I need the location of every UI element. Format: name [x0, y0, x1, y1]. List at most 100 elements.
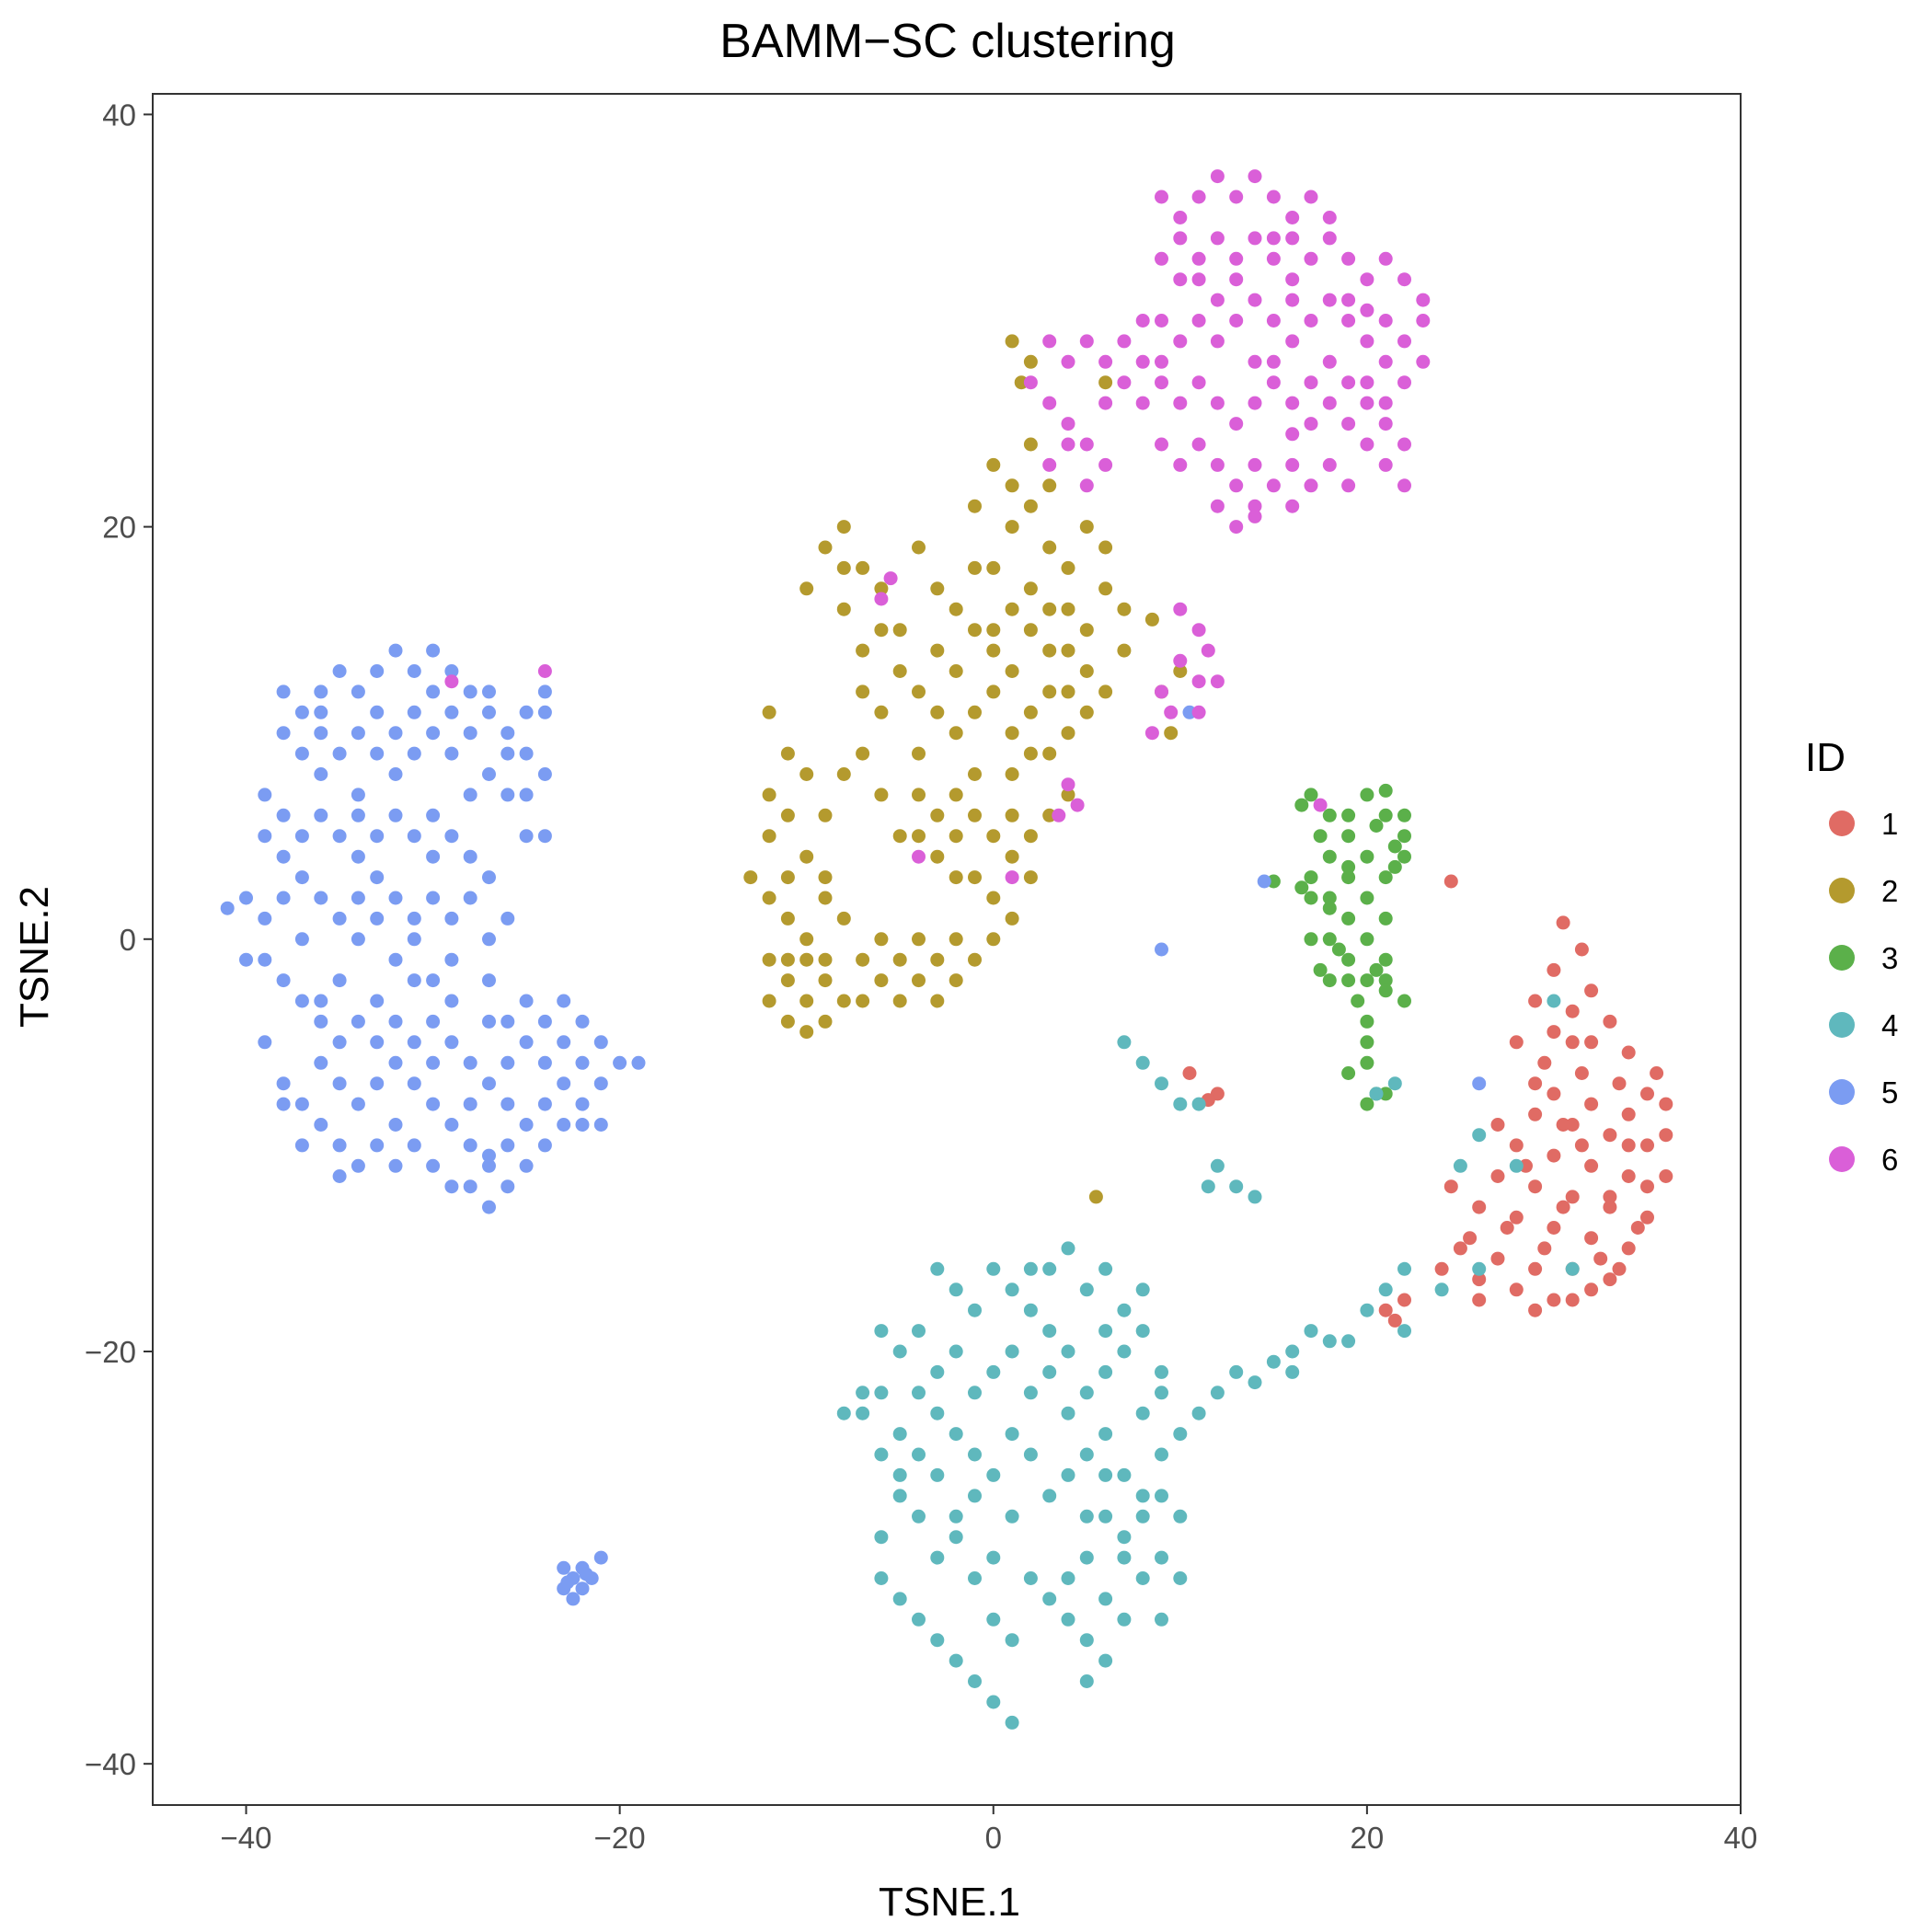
- legend-label-3: 3: [1881, 941, 1898, 975]
- x-axis: −40 −20 0 20 40: [221, 1805, 1757, 1855]
- point-id4: [1042, 1592, 1057, 1606]
- point-id2: [1005, 849, 1019, 864]
- point-id4: [892, 1427, 907, 1442]
- legend-label-4: 4: [1881, 1008, 1898, 1042]
- point-id5: [593, 1076, 608, 1091]
- point-id5: [370, 1138, 385, 1153]
- point-id3: [1360, 932, 1374, 947]
- point-id5: [314, 726, 328, 741]
- point-id4: [968, 1489, 982, 1503]
- point-id1: [1509, 1282, 1524, 1297]
- point-id4: [1098, 1467, 1113, 1482]
- point-id2: [1144, 612, 1159, 627]
- point-id5: [332, 973, 347, 988]
- point-id4: [856, 1406, 870, 1420]
- point-id2: [1005, 767, 1019, 781]
- point-id4: [1005, 1633, 1019, 1648]
- point-id2: [874, 932, 889, 947]
- point-id5: [351, 1014, 365, 1029]
- point-id5: [444, 664, 459, 678]
- point-id6: [1201, 643, 1215, 658]
- point-id5: [294, 1138, 309, 1153]
- point-id4: [1341, 1334, 1356, 1349]
- point-id3: [1341, 952, 1356, 967]
- point-id2: [930, 705, 945, 719]
- point-id2: [1061, 560, 1075, 575]
- legend-label-6: 6: [1881, 1143, 1898, 1177]
- point-id6: [1210, 334, 1225, 349]
- point-id3: [1397, 808, 1411, 822]
- point-id2: [799, 994, 814, 1008]
- point-id5: [1472, 1076, 1487, 1091]
- point-id2: [986, 932, 1001, 947]
- point-id5: [388, 952, 403, 967]
- point-id3: [1387, 859, 1402, 874]
- point-id6: [1079, 437, 1094, 452]
- point-id1: [1565, 1190, 1580, 1204]
- point-id2: [912, 973, 926, 988]
- point-id5: [258, 788, 272, 802]
- point-id6: [1135, 396, 1150, 410]
- point-id5: [426, 891, 441, 905]
- point-id4: [1135, 1055, 1150, 1070]
- point-id2: [949, 664, 963, 678]
- point-id2: [1005, 664, 1019, 678]
- point-id4: [1117, 1344, 1132, 1359]
- point-id4: [949, 1282, 963, 1297]
- point-id6: [1229, 417, 1244, 431]
- point-id6: [1229, 520, 1244, 535]
- point-id5: [276, 849, 291, 864]
- point-id2: [912, 829, 926, 844]
- point-id3: [1360, 1014, 1374, 1029]
- point-id4: [1547, 994, 1561, 1008]
- point-id6: [1285, 211, 1300, 224]
- point-id5: [557, 1076, 571, 1091]
- point-id4: [1201, 1179, 1215, 1194]
- point-id5: [500, 788, 515, 802]
- point-id5: [482, 1014, 496, 1029]
- point-id2: [986, 457, 1001, 472]
- point-id5: [537, 1138, 552, 1153]
- point-id4: [1472, 1261, 1487, 1276]
- point-id1: [1509, 1035, 1524, 1050]
- point-id5: [407, 932, 421, 947]
- point-id6: [1229, 478, 1244, 493]
- point-id4: [874, 1530, 889, 1545]
- point-id5: [407, 911, 421, 926]
- point-id5: [258, 911, 272, 926]
- point-id5: [388, 1158, 403, 1173]
- point-id3: [1397, 849, 1411, 864]
- point-id2: [949, 602, 963, 616]
- point-id5: [370, 829, 385, 844]
- point-id5: [482, 1148, 496, 1163]
- point-id5: [332, 664, 347, 678]
- point-id2: [856, 746, 870, 761]
- point-id6: [1248, 457, 1262, 472]
- point-id6: [1360, 437, 1374, 452]
- point-id5: [351, 726, 365, 741]
- point-id6: [1173, 457, 1188, 472]
- point-id5: [407, 705, 421, 719]
- point-id5: [294, 994, 309, 1008]
- point-id2: [1042, 602, 1057, 616]
- point-id2: [1042, 746, 1057, 761]
- point-id1: [1490, 1169, 1505, 1183]
- point-id6: [1098, 457, 1113, 472]
- point-id3: [1378, 983, 1393, 998]
- point-id6: [1098, 396, 1113, 410]
- point-id5: [294, 870, 309, 885]
- point-id5: [500, 911, 515, 926]
- point-id3: [1360, 1097, 1374, 1111]
- point-id2: [762, 952, 776, 967]
- point-id2: [968, 623, 982, 638]
- point-id5: [444, 1035, 459, 1050]
- point-id4: [1369, 1087, 1384, 1101]
- point-id5: [407, 1076, 421, 1091]
- x-axis-label: TSNE.1: [879, 1880, 1020, 1925]
- point-id4: [1155, 1550, 1168, 1565]
- point-id5: [557, 1118, 571, 1132]
- point-id2: [818, 952, 833, 967]
- point-id2: [1005, 520, 1019, 535]
- legend-key-1: [1829, 811, 1855, 836]
- point-id5: [519, 705, 534, 719]
